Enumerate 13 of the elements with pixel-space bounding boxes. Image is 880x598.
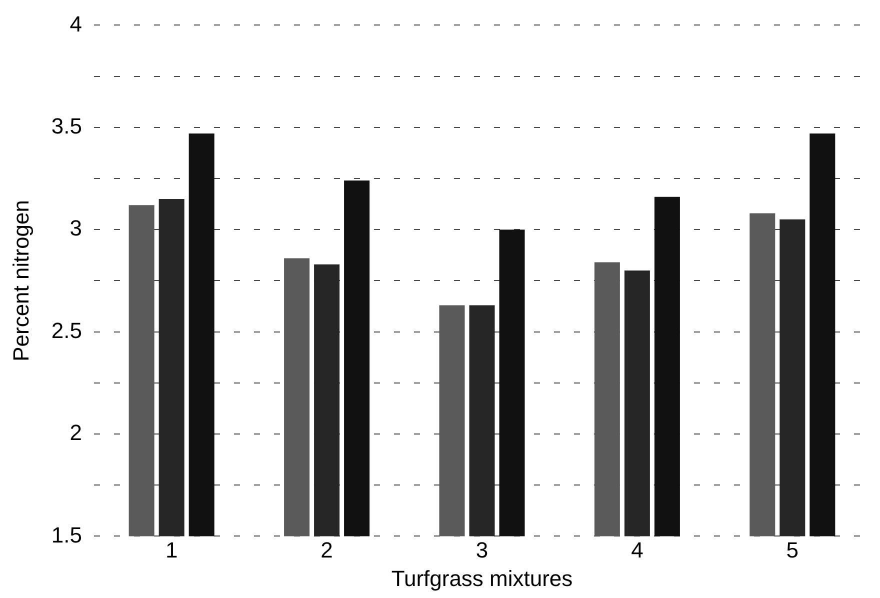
y-tick-label: 4: [70, 11, 82, 36]
y-tick-label: 2: [70, 420, 82, 446]
y-tick-label: 1.5: [51, 522, 82, 548]
y-axis-title: Percent nitrogen: [8, 200, 34, 362]
y-tick-label: 3.5: [51, 113, 82, 138]
y-tick-label: 3: [70, 216, 82, 241]
x-tick-label: 3: [476, 537, 488, 562]
x-tick-label: 1: [165, 537, 178, 562]
y-tick-label: 2.5: [51, 318, 82, 343]
x-tick-label: 2: [320, 537, 333, 562]
x-axis-title: Turfgrass mixtures: [391, 566, 573, 591]
x-tick-label: 5: [786, 537, 799, 562]
x-tick-label: 4: [631, 537, 644, 562]
